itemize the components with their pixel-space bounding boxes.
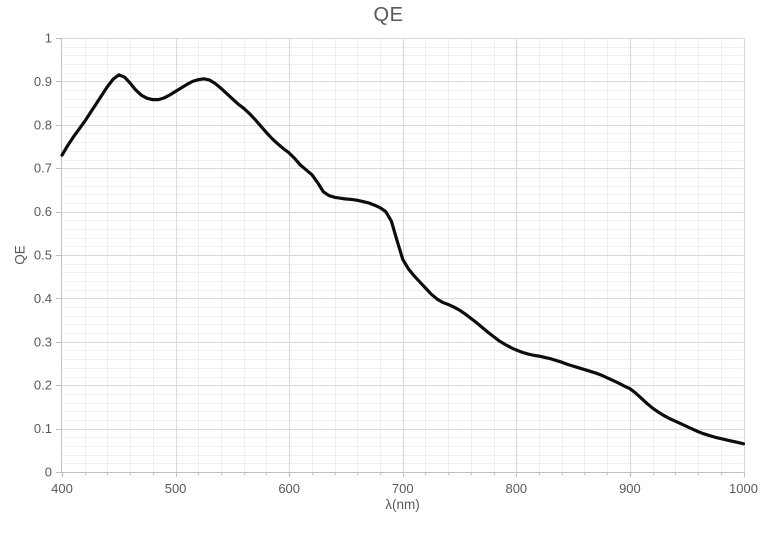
- x-tick-label: 500: [165, 481, 187, 496]
- y-tick-label: 0.2: [34, 378, 52, 393]
- x-tick-label: 700: [392, 481, 414, 496]
- y-tick-label: 0.1: [34, 421, 52, 436]
- y-axis-tick-labels: 0 0.1 0.2 0.3 0.4 0.5 0.6 0.7 0.8 0.9 1: [34, 31, 52, 480]
- y-axis-title: QE: [12, 245, 28, 265]
- y-tick-label: 0.8: [34, 117, 52, 132]
- y-tick-label: 0.7: [34, 161, 52, 176]
- y-tick-label: 1: [45, 31, 52, 46]
- y-tick-label: 0.3: [34, 334, 52, 349]
- x-axis-title: λ(nm): [385, 497, 420, 512]
- y-tick-label: 0.4: [34, 291, 52, 306]
- x-tick-label: 1000: [729, 481, 758, 496]
- major-gridlines: [62, 38, 745, 472]
- y-tick-label: 0: [45, 465, 52, 480]
- x-tick-label: 900: [619, 481, 641, 496]
- x-tick-label: 800: [505, 481, 527, 496]
- y-tick-label: 0.6: [34, 204, 52, 219]
- qe-curve: [60, 73, 746, 446]
- y-tick-label: 0.9: [34, 74, 52, 89]
- y-tick-label: 0.5: [34, 248, 52, 263]
- x-tick-label: 400: [51, 481, 73, 496]
- x-axis-tick-labels: 400 500 600 700 800 900 1000: [51, 481, 758, 496]
- axes: [56, 38, 745, 477]
- chart-title: QE: [373, 4, 404, 26]
- x-tick-label: 600: [278, 481, 300, 496]
